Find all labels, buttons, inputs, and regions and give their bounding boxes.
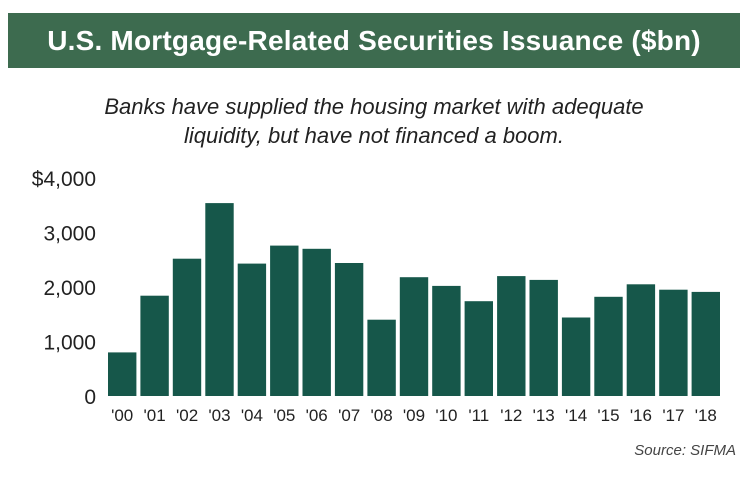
x-tick-label: '10	[435, 406, 457, 425]
x-tick-label: '01	[144, 406, 166, 425]
bar	[561, 317, 591, 396]
bar	[172, 258, 202, 396]
x-tick-label: '09	[403, 406, 425, 425]
bar	[432, 285, 461, 396]
bar	[367, 319, 396, 396]
bar	[237, 263, 267, 396]
bar	[497, 276, 526, 396]
bar	[334, 263, 364, 396]
y-axis-ticks: 0 1,000 2,000 3,000 $4,000	[32, 168, 96, 409]
chart-title: U.S. Mortgage-Related Securities Issuanc…	[47, 24, 701, 56]
x-tick-label: '12	[500, 406, 522, 425]
x-tick-label: '02	[176, 406, 198, 425]
x-tick-label: '15	[597, 406, 619, 425]
x-tick-label: '04	[241, 406, 263, 425]
x-axis-ticks: '00 '01 '02 '03 '04 '05 '06 '07 '08 '09 '10 '11 '12 '…	[111, 406, 717, 425]
x-tick-label: '16	[630, 406, 652, 425]
y-tick-label: 2,000	[43, 277, 96, 300]
x-tick-label: '03	[208, 406, 230, 425]
x-tick-label: '07	[338, 406, 360, 425]
bars	[108, 203, 720, 396]
bar	[464, 301, 493, 396]
bar	[205, 203, 234, 396]
bar	[108, 352, 137, 396]
bar	[399, 277, 429, 396]
x-tick-label: '00	[111, 406, 133, 425]
x-tick-label: '08	[371, 406, 393, 425]
bar	[691, 291, 720, 396]
x-tick-label: '14	[565, 406, 587, 425]
y-tick-label: 1,000	[43, 332, 96, 355]
source-note: Source: SIFMA	[634, 442, 736, 459]
x-tick-label: '13	[533, 406, 555, 425]
subtitle-line-1: Banks have supplied the housing market w…	[104, 94, 644, 119]
subtitle-line-2: liquidity, but have not financed a boom.	[184, 123, 564, 148]
bar	[659, 289, 688, 396]
x-tick-label: '06	[306, 406, 328, 425]
y-tick-label: $4,000	[32, 168, 96, 191]
bar	[594, 296, 623, 396]
title-bar: U.S. Mortgage-Related Securities Issuanc…	[8, 13, 740, 68]
bar	[140, 295, 169, 396]
x-tick-label: '11	[468, 406, 489, 425]
bar	[302, 248, 331, 396]
bar	[626, 284, 656, 396]
bar	[270, 245, 299, 396]
y-tick-label: 0	[84, 386, 96, 409]
x-tick-label: '18	[695, 406, 717, 425]
y-tick-label: 3,000	[43, 223, 96, 246]
x-tick-label: '17	[662, 406, 684, 425]
x-tick-label: '05	[273, 406, 295, 425]
bar	[529, 279, 558, 396]
chart-subtitle: Banks have supplied the housing market w…	[0, 92, 748, 150]
